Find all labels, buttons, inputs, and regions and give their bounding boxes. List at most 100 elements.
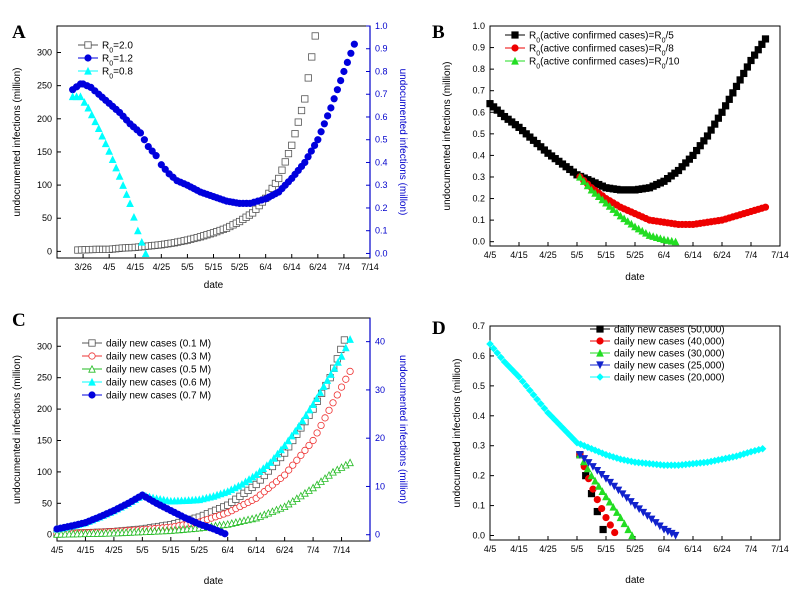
data-point xyxy=(301,446,309,454)
y-tick-label: 300 xyxy=(37,341,52,351)
data-point xyxy=(330,364,339,372)
data-point xyxy=(493,349,502,357)
data-point xyxy=(297,106,306,115)
data-point xyxy=(302,411,310,419)
data-point xyxy=(311,32,319,40)
data-point xyxy=(305,441,313,450)
y-tick-label: 0.1 xyxy=(472,215,485,225)
data-point xyxy=(591,189,599,197)
data-point xyxy=(334,358,342,366)
data-point xyxy=(273,449,282,458)
series-20-000 xyxy=(486,340,767,469)
legend-marker xyxy=(88,339,96,347)
data-point xyxy=(598,487,607,495)
data-point xyxy=(337,76,345,85)
legend-entry: daily new cases (0.7 M) xyxy=(82,391,211,402)
data-point xyxy=(583,181,592,190)
data-point xyxy=(137,237,146,246)
data-point xyxy=(555,420,563,428)
data-point xyxy=(295,422,303,430)
x-tick-label: 6/14 xyxy=(684,544,702,554)
y2-tick-label: 0.5 xyxy=(375,135,388,145)
data-point xyxy=(84,103,93,112)
data-point xyxy=(569,435,578,443)
data-point xyxy=(301,158,309,167)
data-point xyxy=(565,431,574,440)
data-point xyxy=(729,89,737,97)
y-tick-label: 0 xyxy=(47,530,52,540)
data-point xyxy=(589,463,597,471)
legend-label: R0(active confirmed cases)=R0/10 xyxy=(529,57,680,71)
y-tick-label: 0.8 xyxy=(472,64,485,74)
data-point xyxy=(76,92,85,101)
data-point xyxy=(80,98,89,106)
data-point xyxy=(631,222,639,231)
data-point xyxy=(108,155,117,164)
data-point xyxy=(606,521,614,529)
legend-label: daily new cases (0.5 M) xyxy=(106,365,211,376)
legend-entry: daily new cases (0.1 M) xyxy=(82,339,211,350)
data-point xyxy=(754,46,762,54)
y2-tick-label: 0.3 xyxy=(375,180,388,190)
data-point xyxy=(330,95,338,103)
data-point xyxy=(587,471,596,480)
y-tick-label: 0.5 xyxy=(472,129,485,139)
data-point xyxy=(609,205,618,213)
data-point xyxy=(301,95,309,103)
data-point xyxy=(252,480,260,489)
legend-marker xyxy=(596,361,604,370)
data-point xyxy=(275,174,283,183)
legend-entry: daily new cases (25,000) xyxy=(590,361,725,372)
y-tick-label: 0 xyxy=(47,246,52,256)
data-point xyxy=(584,459,593,467)
legend-marker xyxy=(84,66,92,75)
legend-marker xyxy=(511,31,519,39)
series-r0-5 xyxy=(486,35,770,194)
x-tick-label: 4/25 xyxy=(153,262,171,272)
y-tick-label: 0.0 xyxy=(472,237,485,247)
data-point xyxy=(696,142,704,150)
data-point xyxy=(693,146,701,155)
x-tick-label: 6/24 xyxy=(276,545,294,555)
data-point xyxy=(144,142,152,151)
data-point xyxy=(304,153,312,161)
data-point xyxy=(288,141,296,149)
data-point xyxy=(497,353,505,362)
data-point xyxy=(314,136,322,144)
data-point xyxy=(346,458,354,467)
x-tick-label: 5/25 xyxy=(626,250,644,260)
data-point xyxy=(736,76,744,84)
data-point xyxy=(609,502,618,511)
data-point xyxy=(329,399,337,407)
legend-entry: R0=1.2 xyxy=(78,54,133,67)
data-point xyxy=(594,482,603,490)
data-point xyxy=(642,228,650,237)
data-point xyxy=(489,344,498,353)
data-point xyxy=(622,494,631,502)
x-tick-label: 5/5 xyxy=(181,262,194,272)
data-point xyxy=(580,455,589,463)
data-point xyxy=(682,159,690,167)
data-point xyxy=(134,226,142,235)
data-point xyxy=(627,219,636,228)
data-point xyxy=(291,130,299,138)
data-point xyxy=(152,152,160,160)
legend-entry: daily new cases (20,000) xyxy=(590,373,725,384)
legend-marker xyxy=(511,44,519,52)
data-point xyxy=(297,451,305,459)
legend-label: R0=0.8 xyxy=(102,67,133,81)
data-point xyxy=(333,86,341,94)
data-point xyxy=(540,404,549,413)
x-axis-label: date xyxy=(625,575,645,586)
data-point xyxy=(309,400,317,409)
data-point xyxy=(221,530,229,538)
x-tick-label: 4/15 xyxy=(126,262,144,272)
data-point xyxy=(130,212,138,221)
data-point xyxy=(689,151,697,160)
y2-tick-label: 0.7 xyxy=(375,89,388,99)
x-tick-label: 4/25 xyxy=(539,544,557,554)
legend-label: R0(active confirmed cases)=R0/8 xyxy=(529,44,674,58)
data-point xyxy=(605,497,614,506)
data-point xyxy=(613,208,621,217)
legend-label: daily new cases (30,000) xyxy=(614,349,725,360)
